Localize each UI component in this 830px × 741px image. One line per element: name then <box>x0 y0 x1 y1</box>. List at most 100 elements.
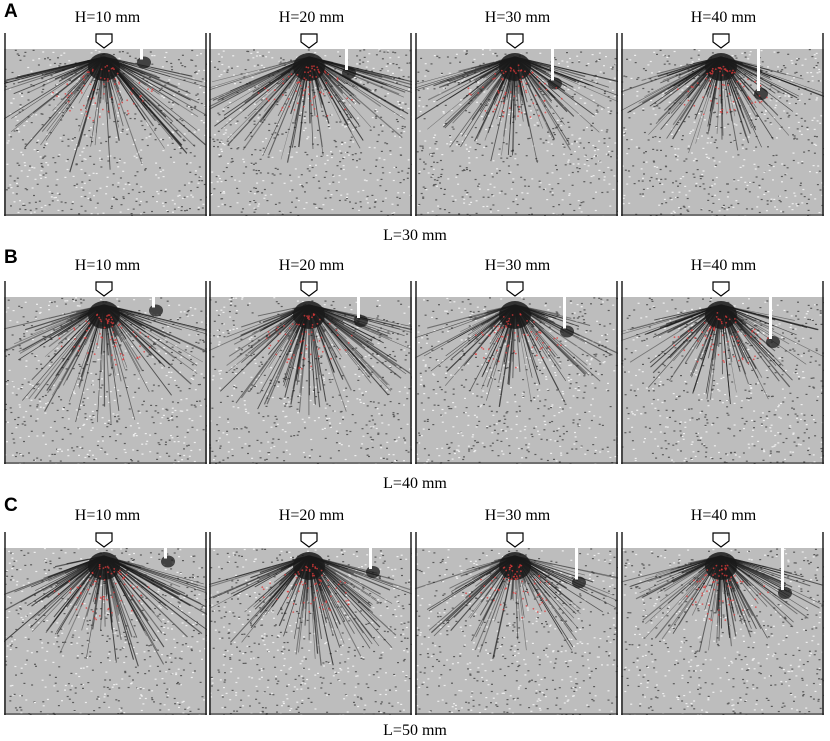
granular-field <box>415 281 618 464</box>
impact-core <box>88 552 120 580</box>
impact-plume <box>415 552 618 660</box>
simulation-panel <box>415 33 618 216</box>
row-caption: L=40 mm <box>383 475 447 492</box>
granular-field <box>621 532 824 715</box>
simulation-panel <box>621 33 824 216</box>
retaining-wall <box>357 295 360 318</box>
simulation-panel <box>209 281 412 464</box>
simulation-panel <box>621 281 824 464</box>
impact-core <box>499 53 531 81</box>
impact-core <box>705 53 737 81</box>
projectile <box>300 532 318 548</box>
row-a: A H=10 mm H=20 mm H=30 mm H=40 mm L=30 m… <box>0 0 830 246</box>
projectile <box>95 532 113 548</box>
impact-plume <box>415 301 618 407</box>
tip-cluster <box>161 555 175 568</box>
row-caption: L=50 mm <box>383 722 447 739</box>
impact-plume <box>209 53 412 163</box>
panel-title: H=40 mm <box>690 9 757 26</box>
panel-title: H=20 mm <box>278 9 345 26</box>
tip-cluster <box>137 56 151 69</box>
panel-title: H=30 mm <box>484 507 551 524</box>
impact-plume <box>621 552 824 652</box>
retaining-wall <box>757 47 760 91</box>
retaining-wall <box>563 295 566 329</box>
impact-plume <box>4 53 207 173</box>
impact-core <box>293 301 325 329</box>
projectile <box>95 33 113 49</box>
simulation-panel <box>4 532 207 715</box>
particle-texture <box>4 49 207 216</box>
impact-plume <box>415 53 618 163</box>
granular-field <box>415 532 618 715</box>
retaining-wall <box>345 47 348 70</box>
row-caption: L=30 mm <box>383 227 447 244</box>
row-label-a: A <box>4 1 18 22</box>
simulation-panel <box>621 532 824 715</box>
retaining-wall <box>152 295 155 308</box>
impact-core <box>705 301 737 329</box>
row-c: C H=10 mm H=20 mm H=30 mm H=40 mm L=50 m… <box>0 496 830 741</box>
simulation-panel <box>4 281 207 464</box>
panel-title: H=10 mm <box>74 9 141 26</box>
impact-core <box>293 53 325 81</box>
impact-plume <box>4 552 207 667</box>
projectile <box>95 281 113 297</box>
tip-cluster <box>342 67 356 79</box>
granular-field <box>209 33 412 216</box>
tip-cluster <box>548 77 562 90</box>
retaining-wall <box>769 295 772 339</box>
tip-cluster <box>572 576 586 589</box>
impact-plume <box>621 53 824 154</box>
panel-title: H=40 mm <box>690 507 757 524</box>
panel-title: H=10 mm <box>74 257 141 274</box>
projectile <box>506 281 524 297</box>
granular-field <box>209 532 412 715</box>
tip-cluster <box>354 315 368 327</box>
panel-title: H=20 mm <box>278 507 345 524</box>
projectile <box>506 532 524 548</box>
particle-texture <box>209 49 412 216</box>
row-label-c: C <box>4 495 18 516</box>
retaining-wall <box>575 546 578 580</box>
tip-cluster <box>366 566 380 578</box>
projectile <box>712 532 730 548</box>
impact-core <box>88 301 120 329</box>
projectile <box>506 33 524 49</box>
projectile <box>300 281 318 297</box>
retaining-wall <box>551 47 554 81</box>
impact-plume <box>209 552 412 666</box>
retaining-wall <box>369 546 372 569</box>
retaining-wall <box>781 546 784 590</box>
tip-cluster <box>560 325 574 338</box>
panel-title: H=30 mm <box>484 257 551 274</box>
granular-field <box>415 33 618 216</box>
tip-cluster <box>149 304 163 317</box>
panel-title: H=40 mm <box>690 257 757 274</box>
simulation-panel <box>209 33 412 216</box>
impact-plume <box>621 301 824 405</box>
impact-core <box>499 552 531 580</box>
projectile <box>300 33 318 49</box>
impact-core <box>499 301 531 329</box>
granular-field <box>621 281 824 464</box>
simulation-panel <box>209 532 412 715</box>
panel-title: H=10 mm <box>74 507 141 524</box>
retaining-wall <box>164 546 167 559</box>
row-label-b: B <box>4 247 18 268</box>
retaining-wall <box>140 47 143 60</box>
simulation-panel <box>415 281 618 464</box>
simulation-panel <box>4 33 207 216</box>
granular-field <box>4 281 207 464</box>
row-b: B H=10 mm H=20 mm H=30 mm H=40 mm L=40 m… <box>0 248 830 494</box>
projectile <box>712 33 730 49</box>
granular-field <box>4 33 207 216</box>
granular-field <box>4 532 207 715</box>
projectile <box>712 281 730 297</box>
tip-cluster <box>778 587 792 599</box>
granular-field <box>621 33 824 216</box>
impact-plume <box>209 301 412 416</box>
panel-title: H=20 mm <box>278 257 345 274</box>
granular-field <box>209 281 412 464</box>
